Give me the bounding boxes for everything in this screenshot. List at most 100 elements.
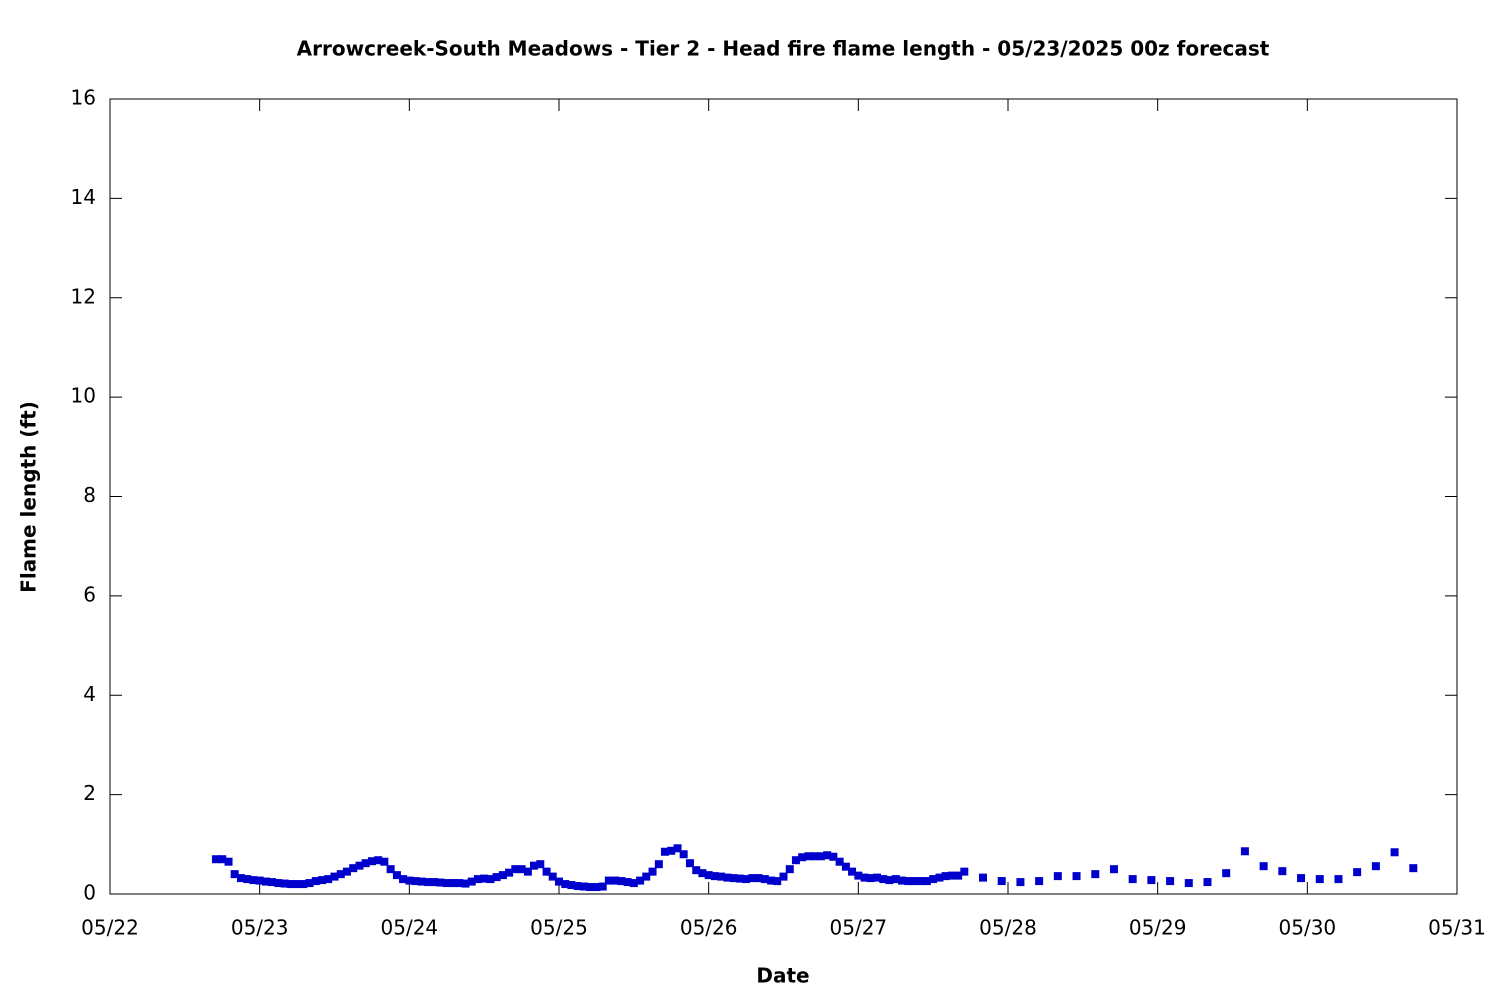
point [455, 879, 464, 888]
point [249, 876, 258, 885]
point [374, 856, 383, 865]
point [299, 880, 308, 889]
y-tick-label: 2 [83, 781, 96, 805]
point [1334, 875, 1343, 884]
point [511, 865, 520, 874]
plot-frame [109, 98, 1458, 895]
point [280, 879, 289, 888]
point [879, 875, 888, 884]
point [729, 874, 738, 883]
point [492, 873, 501, 882]
point [947, 871, 956, 880]
y-tick-label: 4 [83, 682, 96, 706]
point [1091, 870, 1100, 879]
point [586, 883, 595, 892]
point [530, 861, 539, 870]
point [318, 876, 327, 885]
point [442, 879, 451, 888]
point [542, 867, 551, 876]
y-tick-label: 12 [71, 284, 96, 308]
point [685, 859, 694, 868]
point [654, 860, 663, 869]
point [898, 876, 907, 885]
point [555, 877, 563, 886]
point [723, 873, 732, 882]
point [748, 874, 757, 883]
point [324, 875, 333, 884]
point [742, 875, 751, 884]
point [1409, 864, 1418, 873]
y-tick-label: 10 [71, 384, 96, 408]
point [941, 872, 950, 881]
x-axis-label: Date [756, 964, 809, 988]
point [910, 877, 919, 886]
point [860, 873, 869, 882]
y-tick-label: 6 [83, 582, 96, 606]
point [1184, 879, 1193, 888]
point [293, 880, 302, 889]
point [579, 882, 588, 891]
point [929, 875, 938, 884]
point [804, 852, 813, 861]
point [224, 857, 233, 866]
point [667, 846, 676, 855]
point [1053, 872, 1062, 881]
point [754, 874, 763, 883]
point [735, 874, 744, 883]
point [1203, 878, 1212, 887]
point [816, 852, 825, 861]
point [311, 877, 320, 886]
point [424, 878, 433, 887]
point [305, 879, 314, 888]
point [673, 844, 682, 853]
point [523, 867, 532, 876]
point [648, 867, 657, 876]
point [679, 850, 688, 859]
point [629, 879, 638, 888]
x-tick-label: 05/31 [1428, 916, 1486, 940]
point [573, 882, 582, 891]
point [916, 877, 925, 886]
point [829, 852, 838, 861]
point [211, 855, 220, 864]
point [866, 874, 875, 883]
x-tick-label: 05/25 [530, 916, 588, 940]
point [1072, 872, 1081, 881]
point [617, 877, 626, 886]
point [854, 871, 863, 880]
point [1222, 869, 1231, 878]
point [979, 873, 988, 882]
x-tick-label: 05/30 [1279, 916, 1337, 940]
point [386, 865, 395, 874]
point [592, 883, 601, 892]
point [261, 877, 270, 886]
x-tick-label: 05/24 [381, 916, 439, 940]
point [380, 857, 389, 866]
point [1297, 874, 1306, 883]
point [604, 876, 613, 885]
x-tick-label: 05/23 [231, 916, 289, 940]
point [399, 875, 408, 884]
point [286, 880, 295, 889]
point [891, 875, 900, 884]
x-tick-label: 05/22 [81, 916, 139, 940]
point [417, 877, 426, 886]
point [885, 876, 894, 885]
point [548, 872, 557, 881]
point [336, 870, 345, 879]
point [268, 878, 277, 887]
point [361, 859, 370, 868]
point [1147, 876, 1156, 885]
point [243, 875, 252, 884]
point [698, 869, 707, 878]
point [505, 868, 514, 877]
point [611, 876, 620, 885]
point [904, 877, 913, 886]
point [1371, 862, 1380, 871]
point [255, 876, 264, 885]
x-tick-label: 05/29 [1129, 916, 1187, 940]
y-tick-label: 0 [83, 881, 96, 905]
point [536, 860, 545, 869]
point [841, 862, 850, 871]
